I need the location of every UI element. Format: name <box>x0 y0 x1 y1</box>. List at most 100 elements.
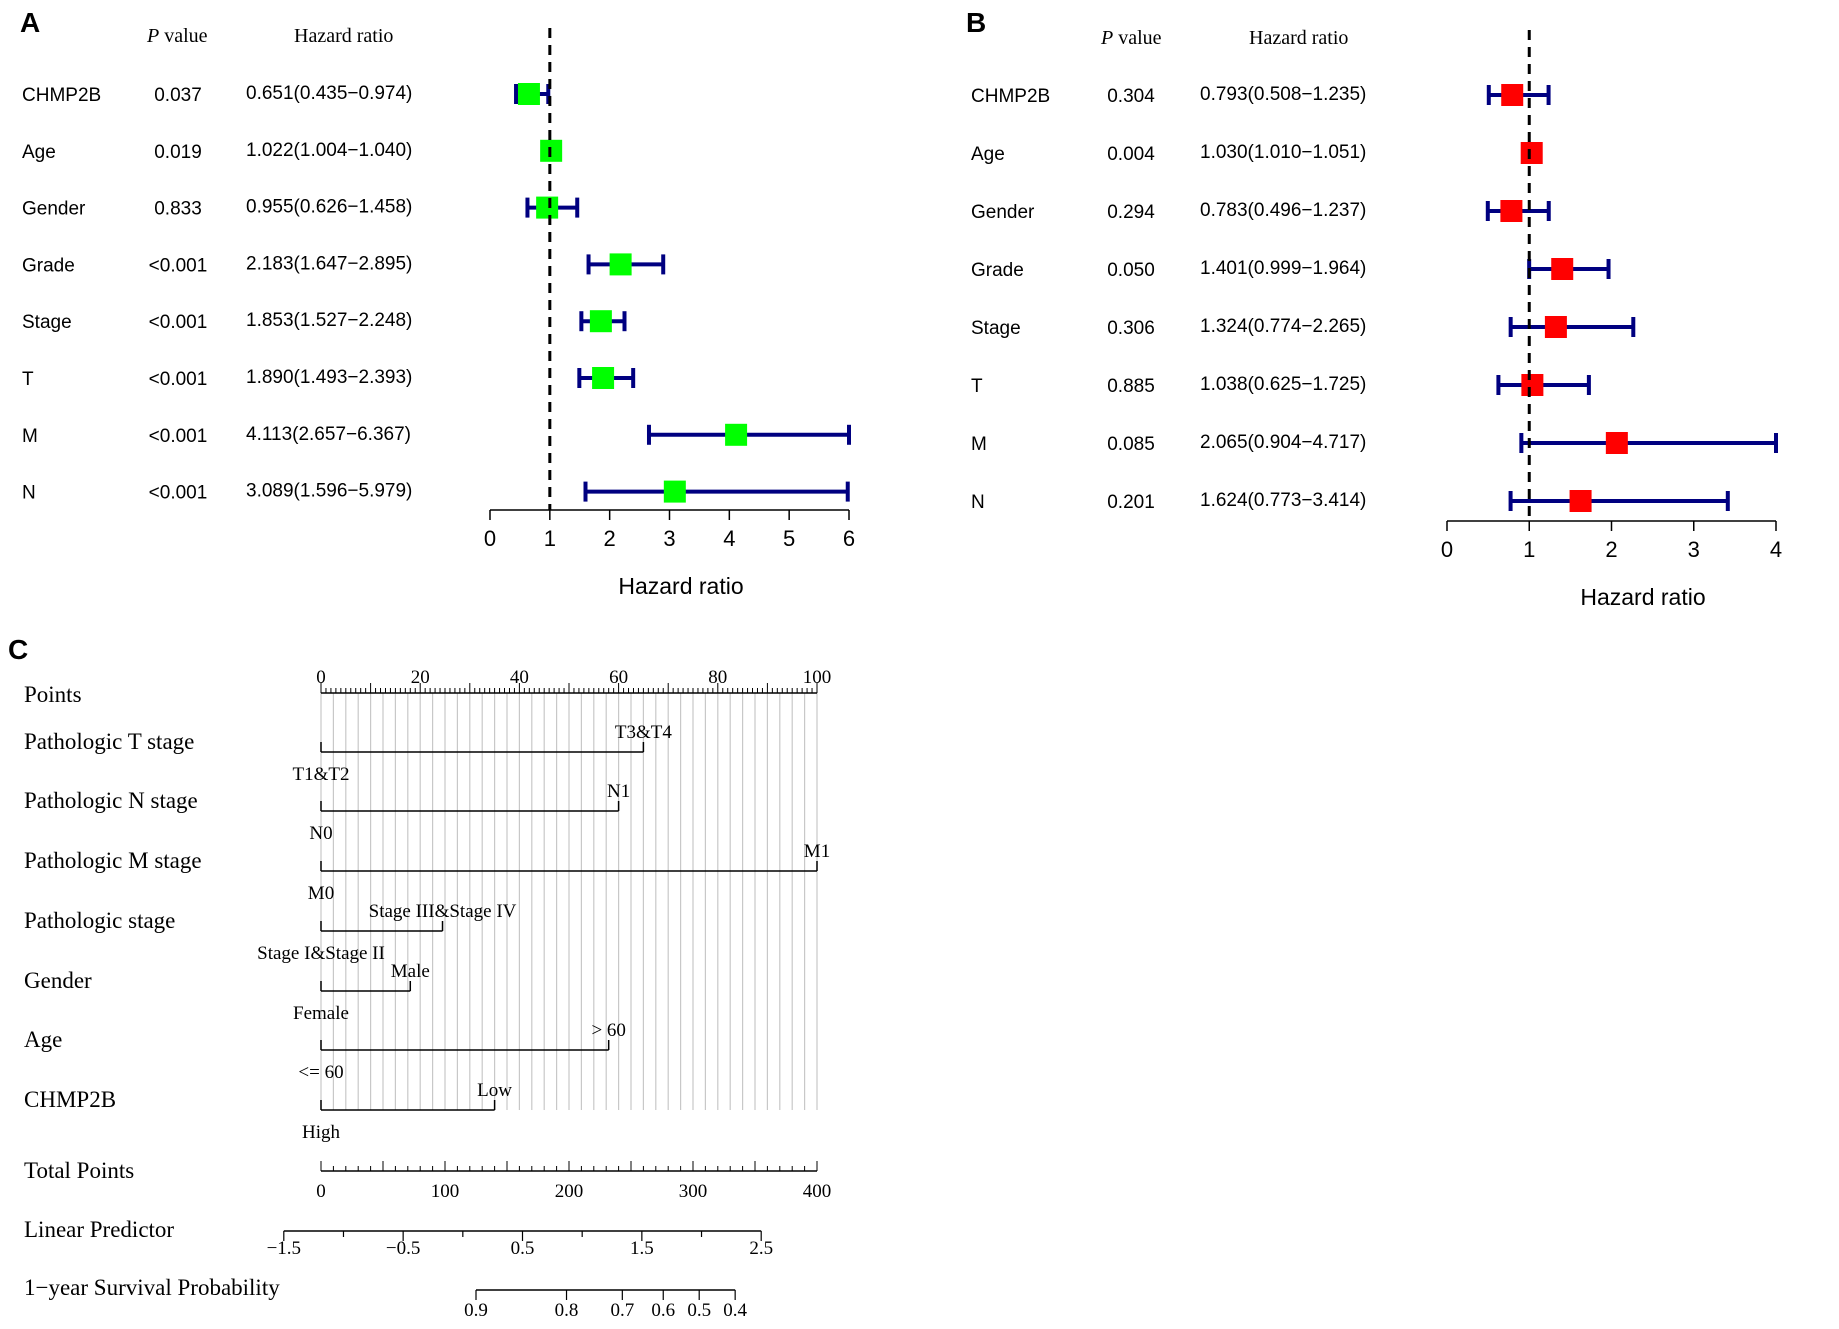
forest-b-hr-header: Hazard ratio <box>1249 27 1348 49</box>
total-points-tick-label: 300 <box>679 1181 708 1202</box>
hr-point <box>1521 374 1544 396</box>
linear-predictor-tick-label: 2.5 <box>749 1238 773 1259</box>
hazard-ratio-text: 1.624(0.773−3.414) <box>1200 490 1366 511</box>
row-label: Stage <box>971 318 1021 339</box>
hazard-ratio-text: 2.183(1.647−2.895) <box>246 253 412 274</box>
hazard-ratio-text: 2.065(0.904−4.717) <box>1200 432 1366 453</box>
nomogram: Points 0 20 40 60 80 100 Pathologic T stage T1&T… <box>24 667 831 1321</box>
p-value: 0.306 <box>1107 318 1155 339</box>
hazard-ratio-text: 1.853(1.527−2.248) <box>246 310 412 331</box>
variable-label: Gender <box>24 968 92 993</box>
hr-point <box>517 83 540 105</box>
level-label: T1&T2 <box>293 764 350 785</box>
survival-tick-label: 0.9 <box>464 1300 488 1321</box>
level-label: Low <box>477 1080 512 1101</box>
p-value: 0.294 <box>1107 202 1155 223</box>
panel-letter-c: C <box>8 634 28 665</box>
row-label: M <box>22 426 38 447</box>
total-points-tick-label: 0 <box>316 1181 326 1202</box>
total-points-tick-label: 100 <box>431 1181 460 1202</box>
hr-point <box>1500 200 1523 222</box>
p-value: <0.001 <box>149 312 208 333</box>
hazard-ratio-text: 0.651(0.435−0.974) <box>246 83 412 104</box>
linear-predictor-tick-label: −0.5 <box>386 1238 420 1259</box>
points-tick-label: 40 <box>510 667 529 688</box>
p-value: 0.050 <box>1107 260 1155 281</box>
row-label: CHMP2B <box>971 86 1050 107</box>
survival-tick-label: 0.8 <box>555 1300 579 1321</box>
hr-point <box>609 253 632 276</box>
survival-label: 1−year Survival Probability <box>24 1275 280 1300</box>
p-value: 0.885 <box>1107 376 1155 397</box>
level-label: Male <box>391 961 430 982</box>
points-tick-label: 20 <box>411 667 430 688</box>
x-tick-label: 3 <box>1688 537 1700 562</box>
variable-label: Pathologic stage <box>24 908 175 933</box>
forest-b-x-axis-label: Hazard ratio <box>1580 584 1705 610</box>
p-value: <0.001 <box>149 483 208 504</box>
forest-a-p-header: P value <box>146 25 208 47</box>
survival-tick-label: 0.7 <box>610 1300 634 1321</box>
linear-predictor-label: Linear Predictor <box>24 1217 174 1242</box>
level-label: High <box>302 1122 341 1143</box>
p-value: <0.001 <box>149 369 208 390</box>
x-tick-label: 4 <box>723 526 735 551</box>
level-label: <= 60 <box>298 1062 343 1083</box>
panel-letter-b: B <box>966 7 986 38</box>
hazard-ratio-text: 1.401(0.999−1.964) <box>1200 258 1366 279</box>
total-points-tick-label: 200 <box>555 1181 584 1202</box>
forest-a-hr-header: Hazard ratio <box>294 25 393 47</box>
level-label: N1 <box>607 781 630 802</box>
level-label: M0 <box>308 883 334 904</box>
hr-point <box>1605 432 1628 454</box>
p-value: 0.004 <box>1107 144 1155 165</box>
forest-a-x-axis-label: Hazard ratio <box>618 573 743 599</box>
variable-label: Pathologic N stage <box>24 788 198 813</box>
row-label: Age <box>971 144 1005 165</box>
points-tick-label: 100 <box>803 667 832 688</box>
x-tick-label: 2 <box>604 526 616 551</box>
hr-point <box>589 310 612 333</box>
level-label: Stage I&Stage II <box>257 943 385 964</box>
forest-b-p-header: P value <box>1100 27 1162 49</box>
hr-point <box>592 367 615 389</box>
row-label: T <box>22 369 34 390</box>
x-tick-label: 0 <box>1441 537 1453 562</box>
row-label: M <box>971 434 987 455</box>
hazard-ratio-text: 3.089(1.596−5.979) <box>246 481 412 502</box>
total-points-tick-label: 400 <box>803 1181 832 1202</box>
p-value: 0.201 <box>1107 492 1155 513</box>
hr-point <box>1520 142 1543 164</box>
hazard-ratio-text: 1.022(1.004−1.040) <box>246 140 412 161</box>
level-label: N0 <box>309 823 332 844</box>
survival-tick-label: 0.5 <box>687 1300 711 1321</box>
panel-letter-a: A <box>20 7 40 38</box>
p-value: 0.085 <box>1107 434 1155 455</box>
x-tick-label: 0 <box>484 526 496 551</box>
x-tick-label: 6 <box>843 526 855 551</box>
hr-point <box>1551 258 1574 280</box>
hr-point <box>1569 490 1592 512</box>
linear-predictor-tick-label: −1.5 <box>267 1238 301 1259</box>
survival-tick-label: 0.6 <box>651 1300 675 1321</box>
hazard-ratio-text: 1.890(1.493−2.393) <box>246 367 412 388</box>
row-label: CHMP2B <box>22 85 101 106</box>
variable-label: Pathologic M stage <box>24 848 202 873</box>
x-tick-label: 2 <box>1605 537 1617 562</box>
hazard-ratio-text: 1.038(0.625−1.725) <box>1200 374 1366 395</box>
hazard-ratio-text: 1.030(1.010−1.051) <box>1200 142 1366 163</box>
x-tick-label: 3 <box>663 526 675 551</box>
hr-point <box>1544 316 1567 338</box>
p-value: 0.304 <box>1107 86 1155 107</box>
hr-point <box>536 196 559 219</box>
linear-predictor-tick-label: 1.5 <box>630 1238 654 1259</box>
hr-point <box>725 423 748 446</box>
hr-point <box>1501 84 1524 106</box>
variable-label: Pathologic T stage <box>24 729 194 754</box>
x-tick-label: 4 <box>1770 537 1782 562</box>
p-value: 0.833 <box>154 199 202 220</box>
row-label: Grade <box>971 260 1024 281</box>
row-label: N <box>971 492 985 513</box>
p-value: 0.037 <box>154 85 202 106</box>
